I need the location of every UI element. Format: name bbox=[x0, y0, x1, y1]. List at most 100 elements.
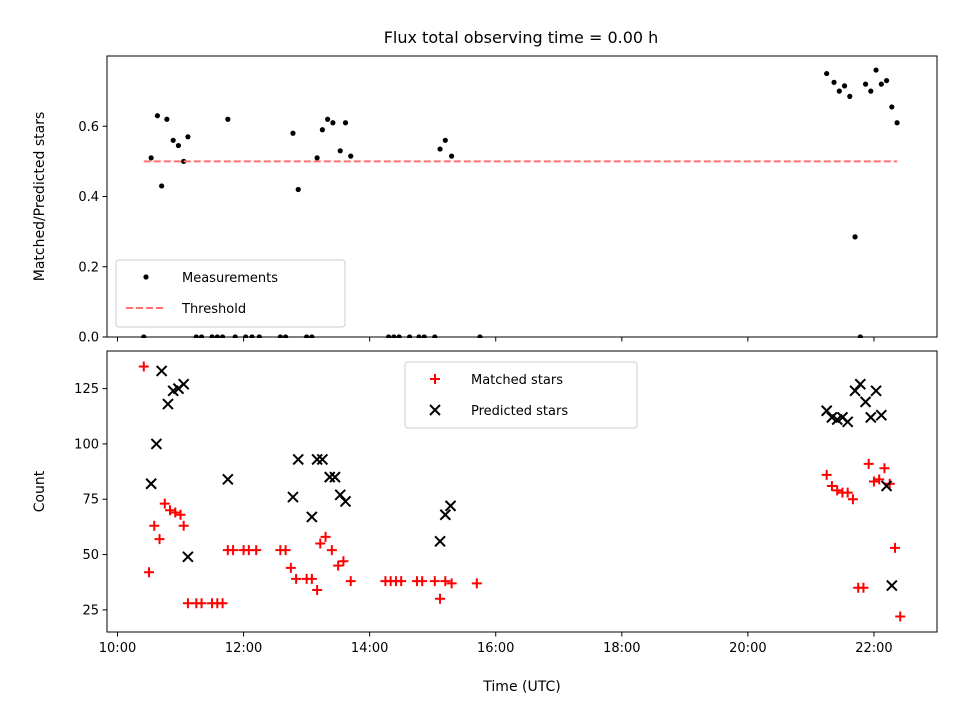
legend-marker-measurements bbox=[143, 274, 149, 280]
measurement-point bbox=[878, 81, 884, 87]
measurement-point bbox=[894, 120, 900, 126]
matched-star-point bbox=[333, 560, 344, 571]
matched-star-point bbox=[821, 469, 832, 480]
measurement-point bbox=[330, 120, 336, 126]
matched-star-point bbox=[149, 520, 160, 531]
matched-star-point bbox=[165, 505, 176, 516]
y-tick-label: 0.0 bbox=[78, 331, 99, 346]
matched-star-point bbox=[895, 611, 906, 622]
legend-label: Predicted stars bbox=[471, 404, 568, 419]
matched-star-point bbox=[429, 576, 440, 587]
matched-star-point bbox=[345, 576, 356, 587]
matched-star-point bbox=[858, 582, 869, 593]
measurement-point bbox=[325, 116, 331, 122]
legend-label: Measurements bbox=[182, 271, 278, 286]
matched-star-point bbox=[826, 480, 837, 491]
predicted-star-point bbox=[177, 378, 190, 390]
top-panel: 0.0 0.2 0.4 0.6 Matched/Predicted stars Measu… bbox=[32, 55, 938, 346]
measurement-point bbox=[309, 334, 315, 338]
legend-box bbox=[404, 361, 638, 429]
x-tick-label: 12:00 bbox=[225, 641, 262, 656]
axes-frame bbox=[106, 350, 938, 633]
measurement-point bbox=[214, 334, 220, 338]
measurement-point bbox=[841, 83, 848, 89]
predicted-star-point bbox=[329, 471, 341, 483]
matched-star-point bbox=[144, 567, 155, 578]
matched-star-point bbox=[178, 520, 189, 531]
x-tick-label: 20:00 bbox=[729, 641, 766, 656]
measurement-point bbox=[477, 334, 483, 338]
measurement-point bbox=[442, 137, 448, 143]
measurement-point bbox=[319, 127, 325, 133]
predicted-star-point bbox=[870, 385, 882, 397]
predicted-star-point bbox=[434, 535, 446, 547]
measurement-point bbox=[185, 134, 191, 140]
matched-star-point bbox=[196, 598, 207, 609]
matched-star-point bbox=[847, 494, 858, 505]
predicted-star-point bbox=[287, 491, 299, 503]
predicted-star-point bbox=[439, 509, 452, 521]
matched-star-point bbox=[338, 556, 349, 567]
measurement-point bbox=[852, 234, 858, 240]
measurement-point bbox=[883, 77, 890, 84]
matched-star-point bbox=[832, 485, 843, 496]
matched-star-point bbox=[182, 598, 193, 609]
measurement-point bbox=[416, 334, 422, 338]
matched-star-point bbox=[879, 463, 890, 474]
y-tick-label: 0.4 bbox=[78, 190, 99, 205]
predicted-star-point bbox=[841, 416, 854, 428]
measurement-point bbox=[175, 142, 182, 149]
measurement-point bbox=[406, 334, 413, 338]
predicted-star-point bbox=[880, 480, 893, 492]
measurement-point bbox=[181, 158, 187, 164]
measurement-point bbox=[290, 130, 296, 136]
matched-star-point bbox=[306, 573, 317, 584]
predicted-star-point bbox=[182, 551, 194, 563]
measurement-point bbox=[857, 334, 863, 338]
predicted-star-point bbox=[854, 378, 867, 390]
measurement-point bbox=[396, 334, 402, 338]
measurement-point bbox=[170, 137, 176, 143]
measurement-point bbox=[249, 334, 255, 338]
measurement-point bbox=[243, 334, 249, 338]
matched-star-point bbox=[417, 576, 428, 587]
plot-area bbox=[141, 67, 900, 338]
matched-star-point bbox=[217, 598, 228, 609]
legend: Matched stars Predicted stars bbox=[404, 361, 638, 429]
measurement-point bbox=[868, 88, 874, 94]
predicted-star-point bbox=[306, 511, 318, 523]
predicted-star-point bbox=[162, 398, 174, 410]
x-tick-label: 16:00 bbox=[477, 641, 514, 656]
predicted-star-point bbox=[292, 453, 304, 466]
legend-box bbox=[115, 259, 346, 328]
y-axis-label: Count bbox=[32, 470, 48, 512]
y-tick-label: 125 bbox=[74, 382, 99, 397]
measurement-point bbox=[847, 93, 853, 99]
legend-marker-matched bbox=[430, 374, 440, 384]
matched-star-point bbox=[291, 573, 302, 584]
measurement-point bbox=[831, 79, 837, 85]
matched-star-point bbox=[396, 576, 407, 587]
predicted-star-point bbox=[155, 365, 168, 377]
x-tick-label: 22:00 bbox=[855, 641, 892, 656]
measurement-point bbox=[421, 334, 427, 338]
measurement-point bbox=[232, 334, 238, 338]
predicted-star-point bbox=[150, 438, 163, 450]
measurement-point bbox=[314, 155, 320, 161]
y-tick-label: 0.6 bbox=[78, 120, 99, 135]
matched-star-point bbox=[471, 578, 482, 589]
matched-star-point bbox=[863, 458, 874, 469]
measurement-point bbox=[283, 334, 289, 338]
measurement-point bbox=[873, 67, 879, 73]
legend-label: Matched stars bbox=[471, 373, 563, 388]
predicted-star-point bbox=[316, 453, 329, 466]
predicted-star-point bbox=[859, 396, 872, 408]
y-tick-label: 100 bbox=[74, 437, 99, 452]
x-tick-label: 10:00 bbox=[99, 641, 136, 656]
measurement-point bbox=[148, 155, 154, 161]
matched-star-point bbox=[154, 534, 165, 545]
measurement-point bbox=[154, 113, 161, 119]
predicted-star-point bbox=[865, 411, 877, 424]
measurement-point bbox=[225, 116, 231, 122]
